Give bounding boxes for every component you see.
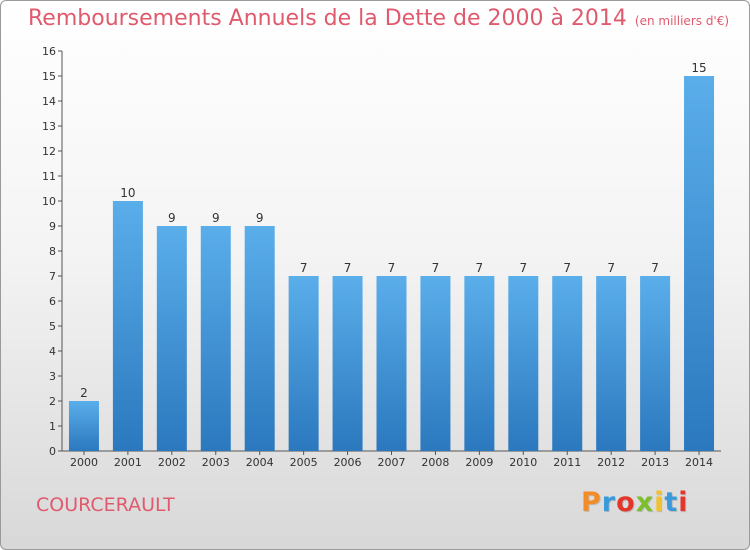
y-tick-label: 5 [49, 320, 56, 333]
x-tick-label: 2008 [421, 456, 449, 469]
logo-letter: i [654, 487, 665, 518]
bar-2001 [112, 201, 143, 451]
x-tick-label: 2000 [70, 456, 98, 469]
logo-letter: x [635, 487, 655, 518]
x-tick-label: 2002 [158, 456, 186, 469]
x-tick-label: 2014 [685, 456, 713, 469]
y-tick-label: 13 [42, 120, 56, 133]
bar-2000 [68, 401, 99, 451]
data-label: 7 [300, 261, 308, 275]
bar-labels: 2 10 9 9 9 7 7 7 7 7 7 7 7 7 15 [80, 61, 707, 400]
data-label: 9 [212, 211, 220, 225]
y-tick-label: 12 [42, 145, 56, 158]
proxiti-logo: Proxiti [581, 487, 689, 518]
logo-letter: o [616, 487, 636, 518]
x-tick-label: 2010 [509, 456, 537, 469]
bar-2004 [244, 226, 275, 451]
data-label: 7 [519, 261, 527, 275]
bar-2013 [640, 276, 671, 451]
data-label: 7 [651, 261, 659, 275]
logo-letter: P [581, 487, 602, 518]
bars [68, 76, 715, 451]
data-label: 7 [476, 261, 484, 275]
chart-title: Remboursements Annuels de la Dette de 20… [28, 6, 729, 31]
logo-letter: r [601, 487, 617, 518]
location-name: COURCERAULT [36, 494, 175, 516]
bar-2009 [464, 276, 495, 451]
y-tick-label: 1 [49, 420, 56, 433]
bar-2014 [684, 76, 715, 451]
x-tick-label: 2009 [465, 456, 493, 469]
x-tick-label: 2004 [246, 456, 274, 469]
x-tick-label: 2005 [290, 456, 318, 469]
bar-2011 [552, 276, 583, 451]
unit-label: (en milliers d'€) [634, 14, 730, 28]
data-label: 7 [607, 261, 615, 275]
bar-2002 [156, 226, 187, 451]
bar-2007 [376, 276, 407, 451]
data-label: 15 [691, 61, 706, 75]
data-label: 7 [432, 261, 440, 275]
y-tick-label: 15 [42, 70, 56, 83]
data-label: 2 [80, 386, 88, 400]
bar-2003 [200, 226, 231, 451]
data-label: 7 [388, 261, 396, 275]
y-tick-label: 6 [49, 295, 56, 308]
y-tick-label: 7 [49, 270, 56, 283]
bar-2010 [508, 276, 539, 451]
x-tick-label: 2003 [202, 456, 230, 469]
logo-letter: t [664, 487, 679, 518]
y-tick-label: 10 [42, 195, 56, 208]
x-tick-label: 2001 [114, 456, 142, 469]
data-label: 9 [168, 211, 176, 225]
x-tick-label: 2013 [641, 456, 669, 469]
x-tick-label: 2007 [378, 456, 406, 469]
y-tick-label: 3 [49, 370, 56, 383]
chart-title-text: Remboursements Annuels de la Dette de 20… [28, 6, 627, 31]
bar-2012 [596, 276, 627, 451]
logo-letter: i [678, 487, 689, 518]
y-tick-label: 2 [49, 395, 56, 408]
data-label: 7 [344, 261, 352, 275]
y-tick-label: 16 [42, 45, 56, 58]
y-tick-label: 8 [49, 245, 56, 258]
data-label: 7 [563, 261, 571, 275]
data-label: 9 [256, 211, 264, 225]
y-tick-label: 14 [42, 95, 56, 108]
x-tick-label: 2011 [553, 456, 581, 469]
bar-2005 [288, 276, 319, 451]
y-tick-label: 0 [49, 445, 56, 458]
y-tick-label: 9 [49, 220, 56, 233]
x-tick-label: 2006 [334, 456, 362, 469]
bar-2006 [332, 276, 363, 451]
bar-2008 [420, 276, 451, 451]
y-tick-label: 4 [49, 345, 56, 358]
y-tick-label: 11 [42, 170, 56, 183]
data-label: 10 [120, 186, 135, 200]
x-tick-label: 2012 [597, 456, 625, 469]
